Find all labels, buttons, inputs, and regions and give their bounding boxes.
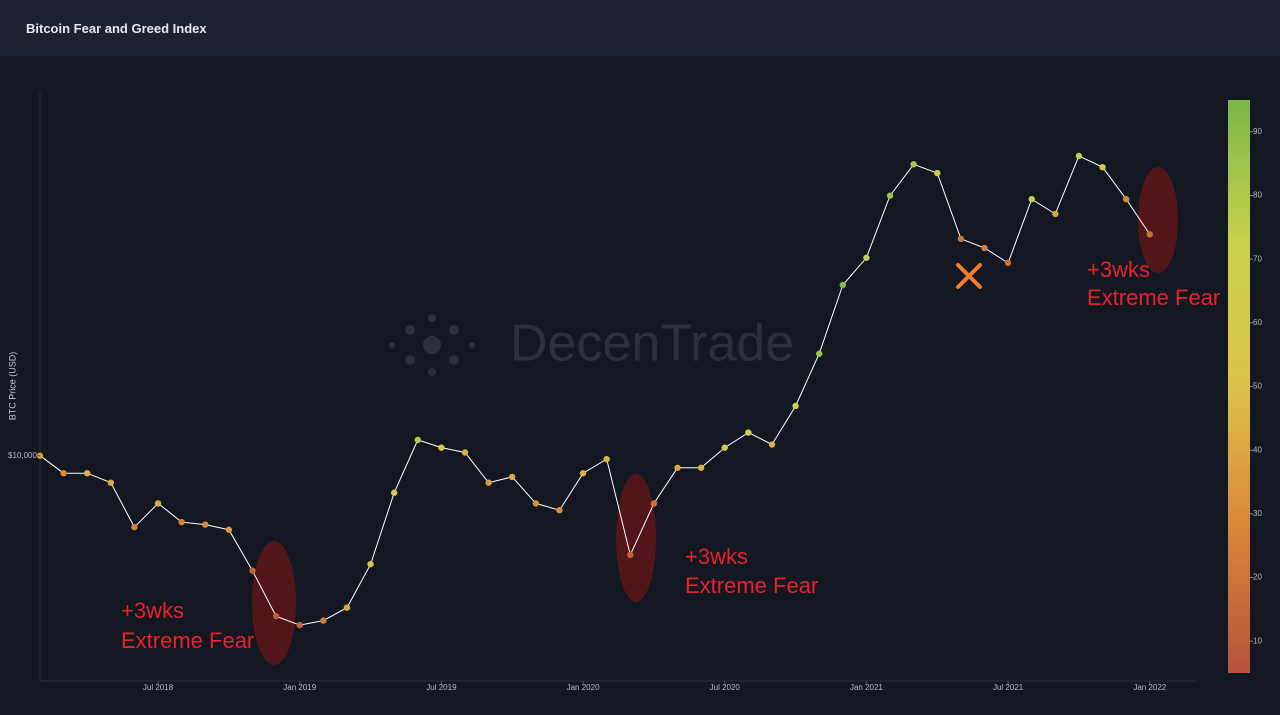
colorbar-tick-label: 30 <box>1253 509 1262 518</box>
price-point <box>886 192 894 199</box>
price-point <box>60 470 67 477</box>
price-point <box>792 402 799 410</box>
x-tick-label: Jan 2021 <box>850 683 883 692</box>
price-point <box>1146 231 1153 238</box>
y-axis-label: BTC Price (USD) <box>7 352 17 421</box>
price-point <box>131 523 138 531</box>
price-point <box>627 551 634 559</box>
price-point <box>272 612 280 620</box>
watermark: DecenTrade <box>510 315 794 373</box>
price-point <box>981 244 988 252</box>
price-point <box>320 617 327 624</box>
price-line <box>39 155 1151 626</box>
price-point <box>461 449 469 456</box>
price-point <box>957 235 965 243</box>
price-point <box>390 489 398 496</box>
annotation: Extreme Fear <box>121 628 254 653</box>
x-tick-label: Jul 2021 <box>993 683 1024 692</box>
price-point <box>697 464 705 471</box>
price-point <box>768 441 776 448</box>
price-point <box>84 470 91 477</box>
price-point <box>1028 195 1035 203</box>
price-point <box>343 604 351 611</box>
price-point <box>367 560 374 568</box>
x-tick-label: Jul 2020 <box>710 683 741 692</box>
price-point <box>839 281 847 289</box>
header-title: Bitcoin Fear and Greed Index <box>26 21 207 36</box>
price-point <box>107 479 115 486</box>
price-point <box>414 436 421 444</box>
price-point <box>579 470 587 477</box>
colorbar-tick-label: 60 <box>1253 318 1262 327</box>
price-point <box>721 444 728 451</box>
price-point <box>910 161 917 168</box>
colorbar-tick-label: 90 <box>1253 127 1262 136</box>
price-point <box>745 429 752 436</box>
price-point <box>674 464 681 471</box>
annotation: +3wks <box>121 598 184 623</box>
y-tick-label: $10,000 <box>8 451 37 460</box>
price-point <box>863 254 870 261</box>
annotation: Extreme Fear <box>1087 285 1220 310</box>
price-point <box>650 500 658 507</box>
price-point <box>438 444 445 451</box>
x-tick-label: Jul 2019 <box>426 683 457 692</box>
colorbar-tick-label: 40 <box>1253 445 1262 454</box>
price-point <box>249 567 256 574</box>
annotation: +3wks <box>1087 257 1150 282</box>
x-tick-label: Jan 2019 <box>283 683 316 692</box>
price-point <box>1122 195 1130 203</box>
price-point <box>485 479 492 486</box>
cross-marker <box>956 263 982 289</box>
price-point <box>1052 210 1059 218</box>
price-point <box>1099 163 1106 171</box>
price-point <box>202 521 209 528</box>
colorbar-tick-label: 80 <box>1253 191 1262 200</box>
colorbar-tick-label: 50 <box>1253 382 1262 391</box>
annotation: Extreme Fear <box>685 573 818 598</box>
colorbar <box>1228 100 1250 673</box>
colorbar-tick-label: 70 <box>1253 254 1262 263</box>
watermark-logo <box>389 314 475 376</box>
price-point <box>178 518 185 526</box>
price-point <box>509 473 516 481</box>
price-point <box>225 526 233 533</box>
colorbar-tick-label: 10 <box>1253 636 1262 645</box>
annotation: +3wks <box>685 544 748 569</box>
price-point <box>816 350 823 357</box>
price-point <box>603 455 610 463</box>
price-point <box>532 500 540 507</box>
chart: DecenTrade BTC Price (USD) +3wks Extreme… <box>7 92 1262 692</box>
x-tick-label: Jan 2022 <box>1133 683 1166 692</box>
colorbar-tick-label: 20 <box>1253 573 1262 582</box>
price-point <box>1075 152 1083 160</box>
price-point <box>296 621 303 629</box>
annotation-highlights <box>252 167 1178 665</box>
x-tick-label: Jul 2018 <box>143 683 174 692</box>
price-point <box>934 169 941 177</box>
price-point <box>1004 259 1012 267</box>
x-tick-label: Jan 2020 <box>567 683 600 692</box>
price-point <box>154 500 162 507</box>
header: Bitcoin Fear and Greed Index <box>0 0 1280 56</box>
price-point <box>556 507 563 514</box>
